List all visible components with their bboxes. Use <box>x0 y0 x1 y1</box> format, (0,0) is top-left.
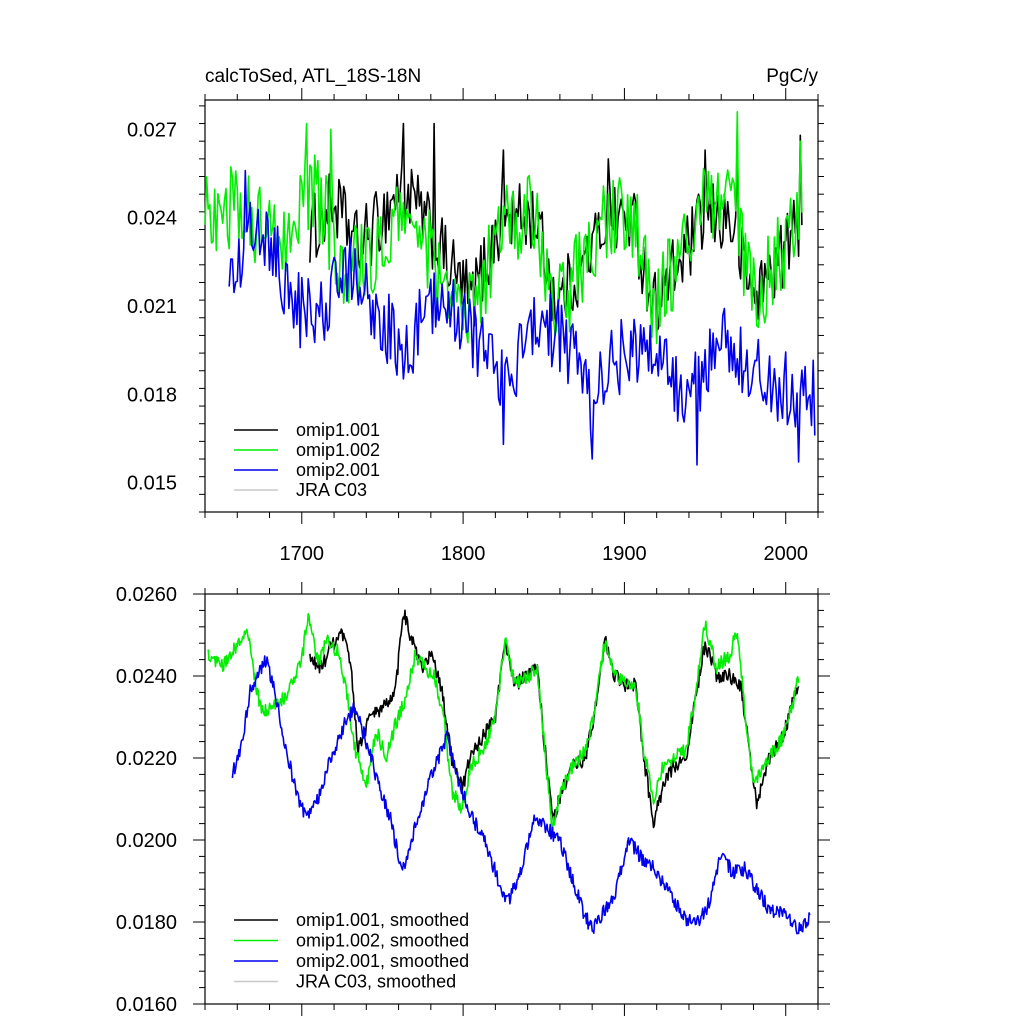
top-panel-units: PgC/y <box>766 66 818 87</box>
top-panel-title: calcToSed, ATL_18S-18N <box>205 66 421 87</box>
series-line-omip1_002 <box>207 612 800 834</box>
series-line-omip1_001 <box>309 609 800 829</box>
legend-label: omip1.002, smoothed <box>296 931 469 951</box>
series-line-omip1_001 <box>309 122 803 333</box>
bottom-panel: 0.0160 0.0180 0.0200 0.0220 0.0240 0.0260 omip… <box>116 582 830 1016</box>
legend-label: omip2.001, smoothed <box>296 951 469 971</box>
y-tick-label: 0.0220 <box>116 748 177 770</box>
plot-frame <box>204 99 819 513</box>
y-tick-label: 0.027 <box>127 119 177 141</box>
y-tick-label: 0.018 <box>127 384 177 406</box>
legend-label: omip1.002 <box>296 440 380 460</box>
y-tick-label: 0.021 <box>127 296 177 318</box>
top-panel: calcToSed, ATL_18S-18N PgC/y 0.015 0.018 0… <box>127 66 824 565</box>
legend-label: JRA C03, smoothed <box>296 972 456 992</box>
legend-label: omip2.001 <box>296 460 380 480</box>
x-tick-label: 1700 <box>280 543 325 565</box>
legend-label: JRA C03 <box>296 480 367 500</box>
y-tick-label: 0.0160 <box>116 994 177 1016</box>
plot-frame <box>204 593 819 1005</box>
legend-label: omip1.001, smoothed <box>296 910 469 930</box>
y-tick-label: 0.015 <box>127 473 177 495</box>
y-tick-label: 0.0180 <box>116 912 177 934</box>
y-tick-label: 0.0240 <box>116 666 177 688</box>
x-tick-label: 2000 <box>763 543 808 565</box>
series-line-omip2_001 <box>228 169 816 466</box>
series-line-omip1_002 <box>204 111 803 345</box>
x-tick-label: 1800 <box>441 543 486 565</box>
series-line-omip2_001 <box>231 655 811 935</box>
legend-label: omip1.001 <box>296 420 380 440</box>
x-tick-label: 1900 <box>602 543 647 565</box>
y-tick-label: 0.024 <box>127 208 177 230</box>
y-tick-label: 0.0200 <box>116 830 177 852</box>
y-tick-label: 0.0260 <box>116 584 177 606</box>
